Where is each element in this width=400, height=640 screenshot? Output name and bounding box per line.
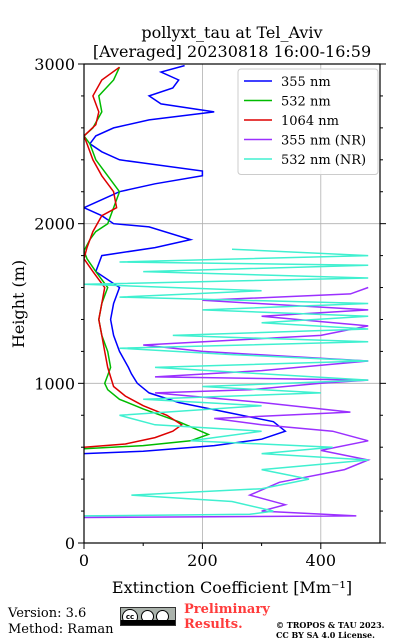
series-line	[84, 66, 211, 450]
chart-svg: pollyxt_tau at Tel_Aviv[Averaged] 202308…	[9, 23, 386, 597]
y-tick-label: 3000	[34, 55, 75, 74]
method-text: Method: Raman	[8, 622, 114, 637]
y-axis-label: Height (m)	[9, 260, 28, 348]
legend-label: 355 nm (NR)	[281, 134, 366, 149]
y-tick-label: 1000	[34, 374, 75, 393]
legend-label: 1064 nm	[281, 114, 339, 129]
preliminary-line2: Results.	[184, 617, 243, 632]
copyright-line1: © TROPOS & TAU 2023.	[276, 620, 385, 630]
legend-label: 355 nm	[281, 75, 331, 90]
x-tick-label: 400	[306, 551, 337, 570]
preliminary-line1: Preliminary	[184, 602, 270, 617]
x-tick-label: 200	[187, 551, 218, 570]
version-text: Version: 3.6	[8, 606, 87, 621]
legend-label: 532 nm (NR)	[281, 153, 366, 168]
copyright-line2: CC BY SA 4.0 License.	[276, 630, 375, 640]
copyright-notice: © TROPOS & TAU 2023. CC BY SA 4.0 Licens…	[276, 620, 384, 640]
legend-label: 532 nm	[281, 95, 331, 110]
chart-title: pollyxt_tau at Tel_Aviv	[141, 23, 322, 42]
preliminary-notice: Preliminary Results.	[184, 602, 270, 632]
badge-band	[121, 620, 175, 625]
series-line	[84, 248, 369, 517]
legend-box	[237, 68, 379, 175]
series-line	[84, 286, 371, 519]
cc-license-badge: cc	[120, 607, 176, 626]
chart-subtitle: [Averaged] 20230818 16:00-16:59	[93, 42, 371, 61]
plot-frame	[83, 63, 381, 544]
x-tick-label: 0	[79, 551, 89, 570]
y-tick-label: 0	[65, 534, 75, 553]
x-axis-label: Extinction Coefficient [Mm⁻¹]	[112, 578, 352, 597]
y-tick-label: 2000	[34, 215, 75, 234]
